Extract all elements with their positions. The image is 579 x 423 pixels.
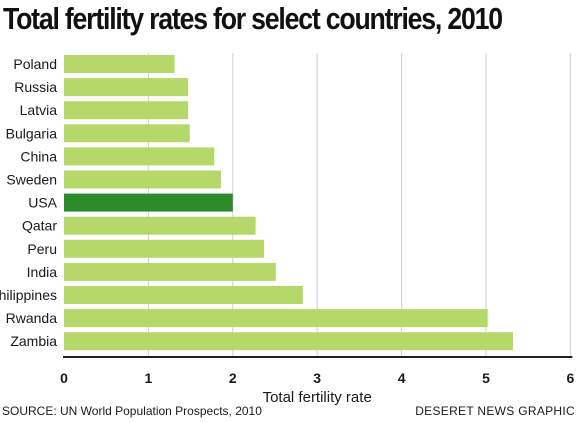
category-label-china: China bbox=[20, 148, 57, 164]
category-label-poland: Poland bbox=[13, 56, 57, 72]
bar-poland bbox=[64, 55, 175, 73]
x-tick-label-4: 4 bbox=[398, 370, 406, 386]
bars bbox=[64, 55, 514, 351]
x-tick-labels: 0 1 2 3 4 5 6 bbox=[60, 370, 574, 386]
x-tick-label-0: 0 bbox=[60, 370, 68, 386]
bar-philippines bbox=[64, 286, 303, 304]
bar-india bbox=[64, 262, 276, 281]
bar-usa bbox=[64, 193, 233, 212]
category-label-russia: Russia bbox=[14, 79, 57, 95]
category-label-zambia: Zambia bbox=[10, 333, 57, 349]
source-note: SOURCE: UN World Population Prospects, 2… bbox=[2, 404, 262, 418]
x-tick-label-5: 5 bbox=[482, 370, 490, 386]
bar-qatar bbox=[64, 216, 256, 235]
category-label-philippines: Philippines bbox=[0, 287, 57, 303]
bar-china bbox=[64, 147, 215, 166]
category-labels: Poland Russia Latvia Bulgaria China Sweden USA… bbox=[0, 56, 58, 349]
category-label-india: India bbox=[27, 264, 58, 280]
category-label-bulgaria: Bulgaria bbox=[6, 125, 58, 141]
graphic-credit: DESERET NEWS GRAPHIC bbox=[415, 404, 575, 418]
category-label-peru: Peru bbox=[27, 241, 57, 257]
bar-sweden bbox=[64, 170, 221, 189]
category-label-latvia: Latvia bbox=[20, 102, 58, 118]
bar-bulgaria bbox=[64, 124, 190, 143]
bar-rwanda bbox=[64, 309, 488, 328]
category-label-rwanda: Rwanda bbox=[6, 310, 58, 326]
category-label-sweden: Sweden bbox=[6, 172, 57, 188]
bar-peru bbox=[64, 239, 265, 258]
x-axis-title: Total fertility rate bbox=[263, 389, 372, 406]
x-tick-label-6: 6 bbox=[567, 370, 575, 386]
bar-zambia bbox=[64, 332, 514, 351]
category-label-usa: USA bbox=[28, 195, 57, 211]
category-label-qatar: Qatar bbox=[22, 218, 57, 234]
chart-title: Total fertility rates for select countri… bbox=[3, 1, 503, 36]
x-tick-label-3: 3 bbox=[313, 370, 321, 386]
bar-latvia bbox=[64, 101, 189, 120]
x-tick-label-1: 1 bbox=[145, 370, 153, 386]
x-tick-label-2: 2 bbox=[229, 370, 237, 386]
bar-russia bbox=[64, 78, 189, 97]
